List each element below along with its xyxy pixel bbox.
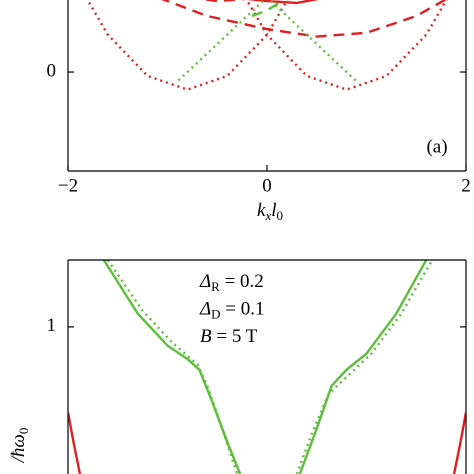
- curve: [245, 0, 448, 91]
- subscript: R: [211, 279, 220, 294]
- x-tick-label: 0: [262, 175, 272, 196]
- annotation: ΔD = 0.1: [199, 299, 265, 322]
- annotation: ΔR = 0.2: [199, 271, 264, 294]
- x-tick-label: 2: [461, 175, 471, 196]
- curve: [251, 0, 285, 18]
- curve: [268, 0, 358, 83]
- curve: [106, 260, 239, 474]
- curve: [298, 260, 428, 474]
- symbol: Δ: [199, 299, 211, 320]
- label-part: x: [264, 208, 271, 223]
- curve: [68, 412, 82, 474]
- plot-area: [68, 260, 466, 474]
- x-axis-label: kxl0: [257, 200, 283, 223]
- x-tick-label: −2: [58, 175, 78, 196]
- label-part: l: [271, 200, 276, 221]
- value: = 0.1: [221, 299, 265, 320]
- panel-label: (a): [426, 136, 447, 157]
- curve: [452, 412, 466, 474]
- label-part: 0: [277, 208, 284, 223]
- subscript: D: [211, 306, 220, 321]
- y-tick-label: 0: [47, 60, 57, 81]
- annotation: B = 5 T: [200, 326, 258, 347]
- curve: [102, 260, 242, 474]
- y-tick-label: 1: [47, 315, 57, 336]
- symbol: Δ: [199, 271, 211, 292]
- label-part: /ħω: [8, 434, 29, 463]
- symbol: B: [200, 326, 212, 347]
- y-axis-label: /ħω0: [8, 428, 31, 464]
- label-part: 0: [16, 428, 31, 435]
- curve: [86, 0, 289, 91]
- plot-area: [86, 0, 448, 91]
- label-part: k: [257, 200, 266, 221]
- curve: [295, 260, 434, 474]
- curve: [161, 0, 448, 38]
- value: = 5 T: [212, 326, 258, 347]
- curve: [246, 0, 320, 5]
- value: = 0.2: [220, 271, 264, 292]
